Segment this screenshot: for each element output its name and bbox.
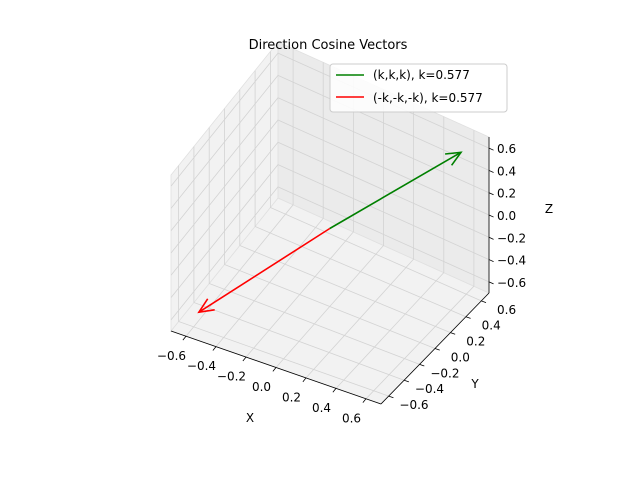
grid-line-x-4: [305, 103, 415, 379]
z-tick-mark-3: [488, 214, 494, 218]
y-tick-mark-0: [388, 395, 394, 399]
x-tick-mark-3: [272, 367, 277, 372]
z-tick-label-1: −0.4: [497, 254, 526, 268]
z-tick-mark-4: [488, 192, 494, 196]
grid-line-y-4: [239, 89, 451, 333]
vector-shaft-1: [198, 227, 331, 313]
x-tick-label-5: 0.4: [312, 401, 331, 415]
grid-line-y-3: [224, 108, 436, 349]
z-tick-label-0: −0.6: [497, 276, 526, 290]
z-tick-label-6: 0.6: [497, 142, 516, 156]
x-tick-label-6: 0.6: [342, 411, 361, 425]
legend-label-1: (-k,-k,-k), k=0.577: [373, 91, 483, 105]
tick-labels: −0.6−0.6−0.6−0.4−0.4−0.4−0.2 −0.2−0.20.00…: [157, 142, 526, 425]
z-axis-label: Z: [545, 202, 553, 216]
grid-line-y-6: [269, 51, 482, 302]
x-tick-mark-2: [242, 356, 247, 362]
y-tick-label-1: −0.4: [415, 382, 444, 396]
z-tick-mark-5: [488, 170, 494, 173]
vector-0: [329, 151, 463, 230]
grid-line-y-2: [208, 127, 420, 365]
grid-line-z-3: [170, 119, 490, 254]
z-tick-mark-1: [488, 259, 494, 262]
legend: (k,k,k), k=0.577 (-k,-k,-k), k=0.577: [329, 63, 508, 113]
vector-head-0: [445, 151, 463, 166]
y-tick-mark-2: [419, 363, 425, 367]
y-tick-label-4: 0.2: [466, 335, 485, 349]
legend-box: [329, 63, 508, 113]
vector-shaft-0: [329, 151, 462, 230]
x-tick-label-3: 0.0: [252, 380, 271, 394]
x-tick-label-4: 0.2: [282, 391, 301, 405]
z-tick-label-4: 0.2: [497, 187, 516, 201]
y-tick-mark-1: [404, 379, 409, 383]
vector-1: [197, 227, 331, 314]
y-tick-label-3: 0.0: [451, 350, 470, 364]
x-tick-mark-4: [302, 377, 307, 383]
grid-line-x-0: [185, 48, 294, 337]
y-tick-label-6: 0.6: [497, 303, 516, 317]
grid-line-x-1: [215, 62, 324, 347]
x-tick-mark-5: [332, 388, 337, 393]
y-tick-label-5: 0.4: [482, 319, 501, 333]
z-tick-mark-2: [488, 236, 494, 240]
y-tick-label-0: −0.6: [399, 398, 428, 412]
grid-line-x-5: [335, 116, 445, 389]
grid-line-y-0: [178, 165, 389, 397]
legend-label-0: (k,k,k), k=0.577: [373, 68, 470, 82]
z-tick-mark-0: [488, 281, 494, 285]
y-tick-mark-6: [481, 300, 487, 303]
x-axis-label: X: [246, 411, 254, 425]
grid-line-z-1: [170, 164, 490, 298]
grid-line-z-5: [170, 74, 490, 209]
vector-head-1: [197, 298, 215, 314]
data-vectors: [197, 151, 463, 314]
grid-line-z-2: [170, 141, 490, 276]
grid-line-y-5: [254, 70, 467, 318]
z-tick-mark-6: [488, 147, 494, 151]
x-tick-mark-1: [212, 346, 217, 351]
y-tick-mark-5: [465, 316, 471, 319]
chart-title: Direction Cosine Vectors: [249, 38, 408, 53]
x-tick-label-2: −0.2: [217, 370, 246, 384]
grid-line-x-6: [365, 130, 475, 400]
y-tick-mark-3: [434, 348, 440, 351]
x-tick-label-0: −0.6: [157, 349, 186, 363]
y-tick-mark-4: [450, 332, 456, 335]
z-tick-label-5: 0.4: [497, 164, 516, 178]
grid-line-z-4: [170, 97, 490, 231]
y-axis-label: Y: [470, 377, 479, 391]
z-tick-label-3: 0.0: [497, 209, 516, 223]
x-tick-mark-6: [362, 398, 367, 403]
grid-line-y-1: [193, 146, 405, 381]
grid-lines: [170, 48, 490, 400]
x-tick-label-1: −0.4: [187, 359, 216, 373]
grid-line-x-2: [245, 75, 354, 358]
grid-line-z-0: [170, 186, 490, 321]
z-tick-label-2: −0.2: [497, 231, 526, 245]
grid-line-x-3: [275, 89, 384, 368]
y-tick-label-2: −0.2: [430, 366, 459, 380]
x-tick-mark-0: [182, 335, 187, 341]
grid-line-z-6: [170, 52, 490, 187]
axis-lines: [170, 137, 494, 405]
